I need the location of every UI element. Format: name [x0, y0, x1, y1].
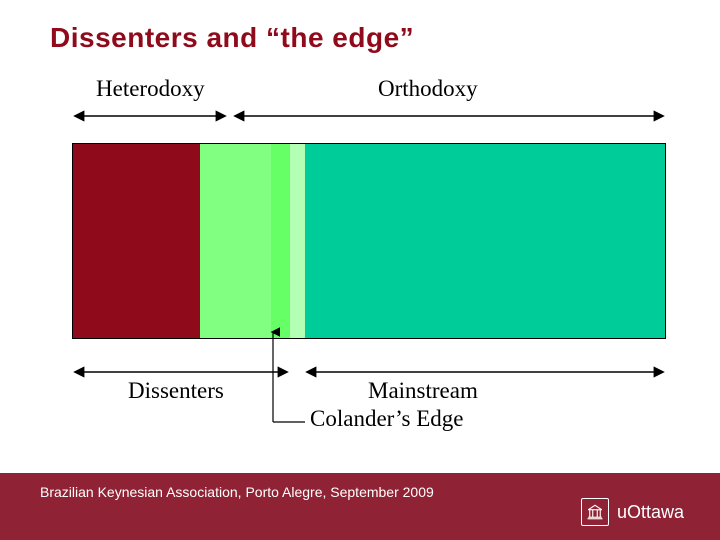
label-mainstream: Mainstream	[368, 378, 478, 404]
arrow-colanders-edge	[267, 328, 307, 428]
logo-text: uOttawa	[617, 502, 684, 523]
label-colanders-edge: Colander’s Edge	[310, 406, 464, 432]
chart-segment-4	[305, 144, 665, 338]
label-orthodoxy: Orthodoxy	[378, 76, 478, 102]
chart-segment-0	[73, 144, 200, 338]
slide-title: Dissenters and “the edge”	[50, 22, 414, 54]
chart-segment-1	[200, 144, 271, 338]
arrow-heterodoxy	[72, 108, 228, 124]
label-dissenters: Dissenters	[128, 378, 224, 404]
footer-logo: uOttawa	[581, 498, 684, 526]
slide: Dissenters and “the edge” Heterodoxy Ort…	[0, 0, 720, 540]
building-icon	[581, 498, 609, 526]
footer-text: Brazilian Keynesian Association, Porto A…	[40, 484, 434, 500]
chart-segment-2	[271, 144, 291, 338]
label-heterodoxy: Heterodoxy	[96, 76, 205, 102]
arrow-orthodoxy	[232, 108, 666, 124]
arrow-mainstream	[304, 364, 666, 380]
chart-segment-3	[290, 144, 305, 338]
spectrum-chart	[72, 143, 666, 339]
